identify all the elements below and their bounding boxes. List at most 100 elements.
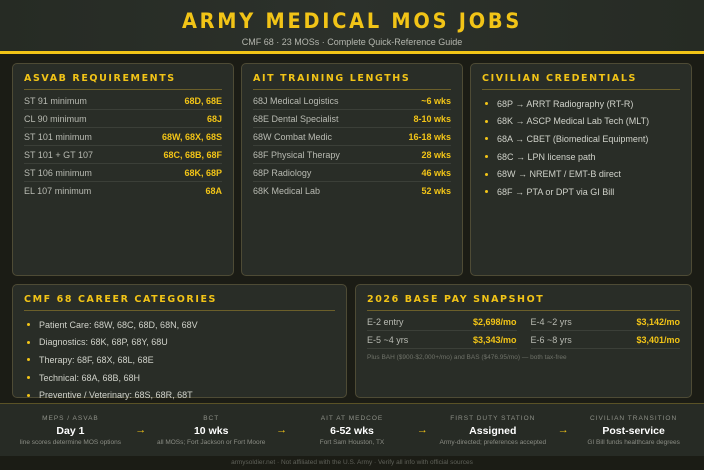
ait-mos: 68K Medical Lab	[253, 186, 321, 196]
step-label: FIRST DUTY STATION	[450, 414, 536, 422]
ait-mos: 68P Radiology	[253, 167, 312, 178]
credential-text: 68W → NREMT / EMT-B direct	[497, 169, 621, 180]
list-item: Patient Care: 68W, 68C, 68D, 68N, 68V	[24, 316, 335, 334]
list-item: 68C → LPN license path	[482, 148, 680, 166]
step-value: 10 wks	[193, 424, 229, 437]
ait-mos: 68W Combat Medic	[253, 131, 333, 142]
bullet-icon	[27, 340, 30, 344]
step-desc: Army-directed; preferences accepted	[439, 438, 547, 446]
bullet-icon	[27, 376, 30, 380]
list-item: Preventive / Veterinary: 68S, 68R, 68T	[24, 386, 335, 404]
ait-row: 68E Dental Specialist 8-10 wks	[253, 110, 451, 128]
page-title: ARMY MEDICAL MOS JOBS	[181, 9, 523, 33]
ait-mos: 68F Physical Therapy	[253, 149, 340, 160]
asvab-score: ST 101 minimum	[24, 131, 92, 142]
pay-row: E-6 ~8 yrs $3,401/mo	[530, 331, 680, 349]
asvab-panel-title: ASVAB REQUIREMENTS	[24, 73, 222, 90]
step-value: 6-52 wks	[330, 424, 374, 437]
ait-row: 68F Physical Therapy 28 wks	[253, 146, 451, 164]
asvab-score: ST 101 + GT 107	[24, 149, 93, 160]
asvab-row: ST 91 minimum 68D, 68E	[24, 92, 222, 110]
asvab-mos: 68W, 68X, 68S	[161, 131, 222, 142]
step-desc: Fort Sam Houston, TX	[319, 438, 385, 446]
step-label: CIVILIAN TRANSITION	[590, 414, 678, 422]
arrow-right-icon: →	[135, 424, 147, 436]
pay-grade: E-6 ~8 yrs	[530, 334, 572, 345]
bullet-icon	[27, 323, 30, 327]
category-text: Technical: 68A, 68B, 68H	[39, 372, 141, 383]
pay-amount: $3,343/mo	[472, 334, 517, 345]
ait-length: 8-10 wks	[413, 113, 451, 124]
asvab-mos: 68J	[206, 113, 222, 124]
pay-note: Plus BAH ($900-$2,000+/mo) and BAS ($476…	[367, 354, 567, 361]
step-label: MEPS / ASVAB	[42, 414, 99, 422]
bullet-icon	[485, 119, 488, 123]
arrow-right-icon: →	[557, 424, 569, 436]
step-value: Assigned	[469, 424, 517, 437]
categories-panel-title: CMF 68 CAREER CATEGORIES	[24, 294, 335, 311]
list-item: 68W → NREMT / EMT-B direct	[482, 165, 680, 183]
pay-row: E-5 ~4 yrs $3,343/mo	[367, 331, 517, 349]
list-item: Diagnostics: 68K, 68P, 68Y, 68U	[24, 334, 335, 352]
asvab-score: EL 107 minimum	[24, 186, 92, 196]
list-item: 68K → ASCP Medical Lab Tech (MLT)	[482, 113, 680, 131]
ait-row: 68P Radiology 46 wks	[253, 164, 451, 182]
step-value: Post-service	[602, 424, 665, 437]
credential-text: 68F → PTA or DPT via GI Bill	[497, 186, 615, 197]
bullet-icon	[27, 393, 30, 397]
category-text: Patient Care: 68W, 68C, 68D, 68N, 68V	[39, 319, 198, 330]
asvab-mos: 68C, 68B, 68F	[163, 149, 222, 160]
page-header: ARMY MEDICAL MOS JOBS CMF 68 · 23 MOSs ·…	[0, 0, 704, 54]
asvab-row: ST 101 + GT 107 68C, 68B, 68F	[24, 146, 222, 164]
pay-row: E-2 entry $2,698/mo	[367, 313, 517, 331]
pay-amount: $2,698/mo	[472, 316, 517, 327]
step-label: BCT	[203, 414, 220, 422]
pay-grade: E-5 ~4 yrs	[367, 334, 409, 345]
page-subtitle: CMF 68 · 23 MOSs · Complete Quick-Refere…	[241, 37, 463, 47]
step-desc: line scores determine MOS options	[19, 438, 121, 446]
list-item: Technical: 68A, 68B, 68H	[24, 369, 335, 387]
ait-row: 68J Medical Logistics ~6 wks	[253, 92, 451, 110]
list-item: 68P → ARRT Radiography (RT-R)	[482, 95, 680, 113]
step-desc: GI Bill funds healthcare degrees	[587, 438, 680, 446]
ait-mos: 68E Dental Specialist	[253, 113, 339, 124]
asvab-score: CL 90 minimum	[24, 113, 87, 124]
asvab-score: ST 91 minimum	[24, 95, 87, 106]
asvab-panel: ASVAB REQUIREMENTS ST 91 minimum 68D, 68E…	[12, 63, 234, 276]
career-timeline: MEPS / ASVAB Day 1 line scores determine…	[0, 403, 704, 456]
ait-length: ~6 wks	[421, 95, 451, 106]
asvab-score: ST 106 minimum	[24, 167, 92, 178]
ait-row: 68W Combat Medic 16-18 wks	[253, 128, 451, 146]
credentials-panel: CIVILIAN CREDENTIALS 68P → ARRT Radiogra…	[470, 63, 692, 276]
pay-grade: E-2 entry	[367, 316, 404, 327]
credential-text: 68C → LPN license path	[497, 151, 596, 162]
pay-grade: E-4 ~2 yrs	[530, 316, 572, 327]
asvab-mos: 68A	[205, 186, 222, 196]
pay-amount: $3,142/mo	[636, 316, 680, 327]
list-item: 68F → PTA or DPT via GI Bill	[482, 183, 680, 201]
ait-length: 16-18 wks	[408, 131, 451, 142]
ait-length: 46 wks	[421, 167, 451, 178]
ait-panel-title: AIT TRAINING LENGTHS	[253, 73, 451, 90]
credential-text: 68A → CBET (Biomedical Equipment)	[497, 133, 649, 144]
bullet-icon	[485, 172, 488, 176]
step-label: AIT AT MEDCOE	[320, 414, 384, 422]
pay-row: E-4 ~2 yrs $3,142/mo	[530, 313, 680, 331]
category-text: Therapy: 68F, 68X, 68L, 68E	[39, 354, 154, 365]
footer-disclaimer: armysoldier.net · Not affiliated with th…	[231, 459, 473, 466]
ait-length: 28 wks	[421, 149, 451, 160]
arrow-right-icon: →	[276, 424, 288, 436]
pay-amount: $3,401/mo	[636, 334, 680, 345]
pay-panel: 2026 BASE PAY SNAPSHOT E-2 entry $2,698/m…	[355, 284, 692, 398]
credentials-panel-title: CIVILIAN CREDENTIALS	[482, 73, 680, 90]
asvab-row: ST 101 minimum 68W, 68X, 68S	[24, 128, 222, 146]
ait-mos: 68J Medical Logistics	[253, 95, 339, 106]
bullet-icon	[485, 102, 488, 106]
timeline-step-meps: MEPS / ASVAB Day 1 line scores determine…	[8, 415, 133, 446]
timeline-step-bct: BCT 10 wks all MOSs; Fort Jackson or For…	[149, 415, 274, 446]
asvab-row: EL 107 minimum 68A	[24, 182, 222, 200]
list-item: Therapy: 68F, 68X, 68L, 68E	[24, 351, 335, 369]
bullet-icon	[485, 190, 488, 194]
category-text: Diagnostics: 68K, 68P, 68Y, 68U	[39, 337, 168, 348]
asvab-mos: 68D, 68E	[184, 95, 222, 106]
